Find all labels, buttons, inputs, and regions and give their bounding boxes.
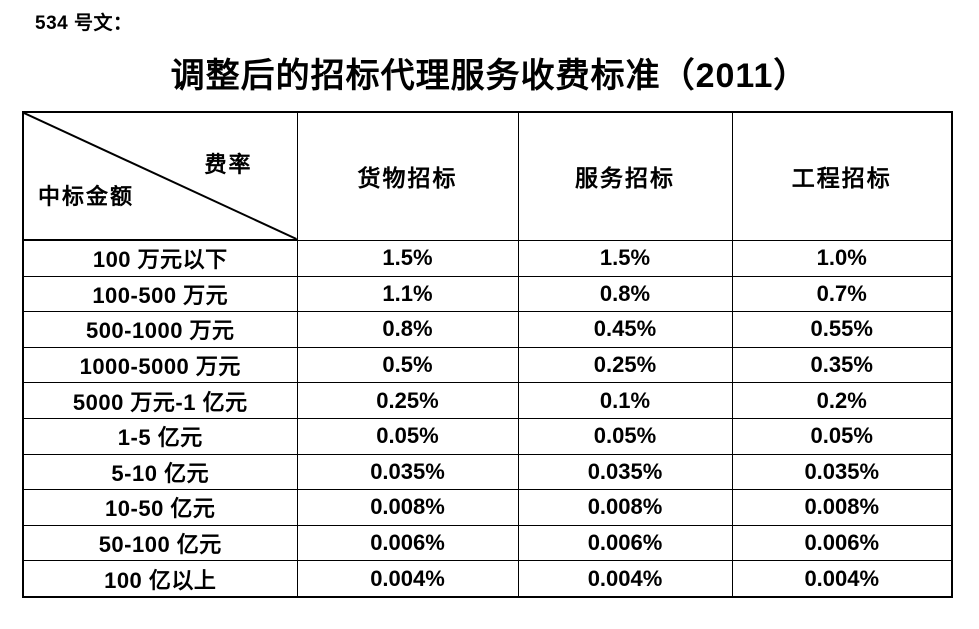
rate-cell: 0.5%: [296, 346, 519, 384]
rate-cell: 1.5%: [517, 239, 733, 277]
table-row: 100 亿以上 0.004% 0.004% 0.004%: [22, 560, 953, 598]
rate-cell: 0.035%: [517, 453, 733, 491]
table-row: 100-500 万元 1.1% 0.8% 0.7%: [22, 275, 953, 313]
rate-cell: 0.004%: [296, 560, 519, 598]
rate-cell: 0.8%: [296, 311, 519, 348]
rate-cell: 1.1%: [296, 275, 519, 313]
diagonal-line: [24, 113, 296, 238]
header-row: 费率 中标金额 货物招标 服务招标 工程招标: [22, 111, 953, 241]
rate-cell: 0.008%: [731, 489, 953, 526]
rate-cell: 0.05%: [731, 417, 953, 455]
amount-range-cell: 1000-5000 万元: [22, 346, 298, 384]
amount-range-cell: 100 亿以上: [22, 560, 298, 598]
table-row: 500-1000 万元 0.8% 0.45% 0.55%: [22, 311, 953, 348]
rate-cell: 1.0%: [731, 239, 953, 277]
rate-cell: 0.1%: [517, 382, 733, 419]
rate-cell: 0.2%: [731, 382, 953, 419]
rate-cell: 0.45%: [517, 311, 733, 348]
amount-range-cell: 500-1000 万元: [22, 311, 298, 348]
rate-cell: 0.035%: [296, 453, 519, 491]
table-row: 1-5 亿元 0.05% 0.05% 0.05%: [22, 417, 953, 455]
table-row: 100 万元以下 1.5% 1.5% 1.0%: [22, 239, 953, 277]
table-row: 5-10 亿元 0.035% 0.035% 0.035%: [22, 453, 953, 491]
rate-cell: 1.5%: [296, 239, 519, 277]
rate-cell: 0.25%: [296, 382, 519, 419]
rate-cell: 0.7%: [731, 275, 953, 313]
column-header-engineering: 工程招标: [731, 111, 953, 241]
doc-number-label: 534 号文：: [35, 13, 133, 34]
amount-range-cell: 1-5 亿元: [22, 417, 298, 455]
table-row: 10-50 亿元 0.008% 0.008% 0.008%: [22, 489, 953, 526]
amount-range-cell: 100 万元以下: [22, 239, 298, 277]
rate-cell: 0.035%: [731, 453, 953, 491]
rate-cell: 0.25%: [517, 346, 733, 384]
rate-cell: 0.004%: [731, 560, 953, 598]
rate-cell: 0.006%: [517, 524, 733, 562]
rate-cell: 0.8%: [517, 275, 733, 313]
amount-range-cell: 100-500 万元: [22, 275, 298, 313]
amount-range-cell: 10-50 亿元: [22, 489, 298, 526]
table-row: 5000 万元-1 亿元 0.25% 0.1% 0.2%: [22, 382, 953, 419]
corner-label-rate: 费率: [204, 152, 253, 177]
rate-cell: 0.004%: [517, 560, 733, 598]
rate-cell: 0.55%: [731, 311, 953, 348]
amount-range-cell: 50-100 亿元: [22, 524, 298, 562]
table-row: 50-100 亿元 0.006% 0.006% 0.006%: [22, 524, 953, 562]
fee-rate-table: 费率 中标金额 货物招标 服务招标 工程招标 100 万元以下 1.5% 1.5…: [22, 111, 953, 598]
page-title: 调整后的招标代理服务收费标准（2011）: [170, 57, 809, 95]
rate-cell: 0.008%: [296, 489, 519, 526]
column-header-services: 服务招标: [517, 111, 733, 241]
rate-cell: 0.35%: [731, 346, 953, 384]
column-header-goods: 货物招标: [296, 111, 519, 241]
rate-cell: 0.008%: [517, 489, 733, 526]
amount-range-cell: 5000 万元-1 亿元: [22, 382, 298, 419]
diagonal-header-cell: 费率 中标金额: [22, 111, 298, 241]
amount-range-cell: 5-10 亿元: [22, 453, 298, 491]
rate-cell: 0.006%: [731, 524, 953, 562]
corner-label-amount: 中标金额: [38, 184, 135, 209]
table-row: 1000-5000 万元 0.5% 0.25% 0.35%: [22, 346, 953, 384]
rate-cell: 0.006%: [296, 524, 519, 562]
rate-cell: 0.05%: [296, 417, 519, 455]
rate-cell: 0.05%: [517, 417, 733, 455]
